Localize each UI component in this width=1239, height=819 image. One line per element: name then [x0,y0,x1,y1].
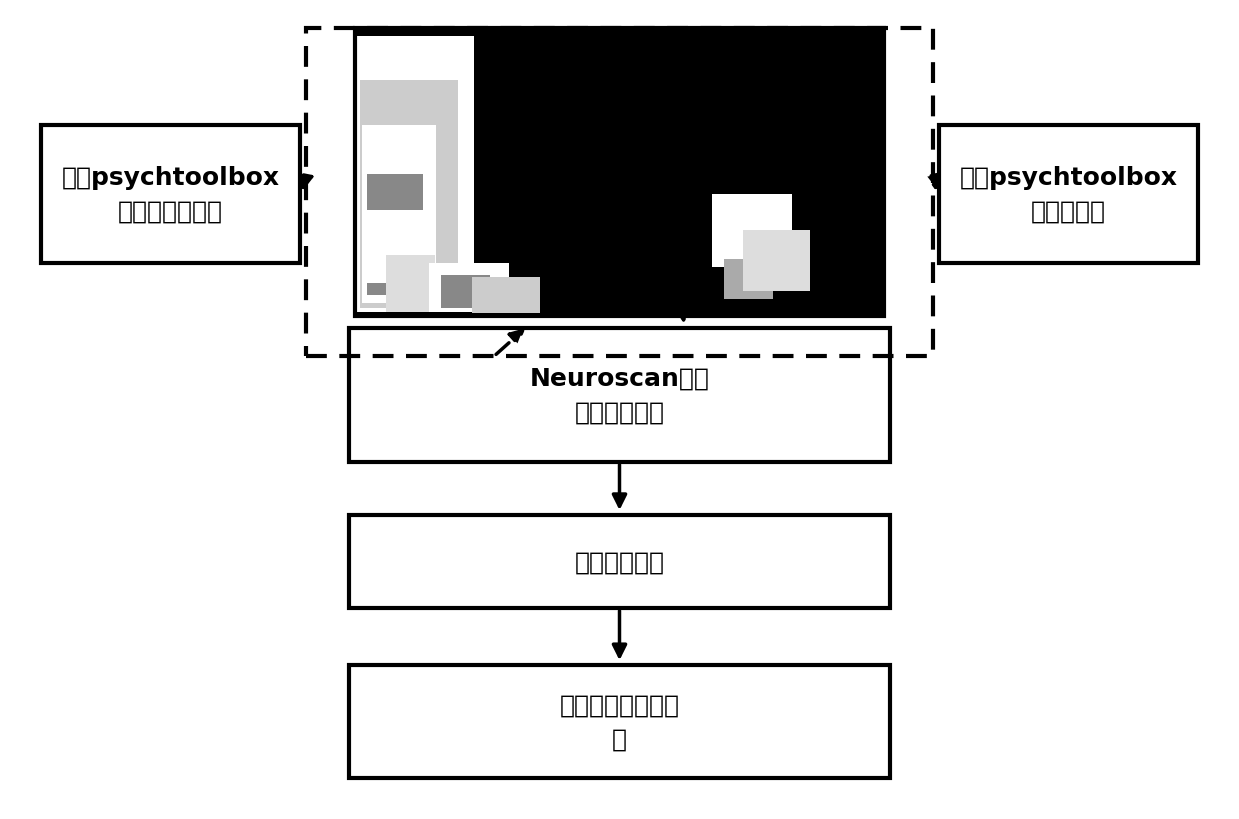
Bar [354,29,885,316]
Bar [364,210,432,284]
Bar [354,29,885,316]
Bar [367,174,422,296]
Bar [939,126,1198,264]
Bar [472,278,539,314]
Bar [359,81,458,308]
Bar [41,126,300,264]
Bar [357,37,475,312]
Bar [348,515,891,609]
Text: 基于psychtoolbox
的视觉刺激界面: 基于psychtoolbox 的视觉刺激界面 [61,166,279,224]
Bar [385,256,435,312]
Text: 特征提取与数据分
析: 特征提取与数据分 析 [560,693,679,750]
Bar [348,665,891,778]
Text: Neuroscan脑电
数据采集系统: Neuroscan脑电 数据采集系统 [529,367,710,424]
Bar [711,195,792,268]
Text: 脑电数据处理: 脑电数据处理 [575,550,664,573]
Bar [362,126,436,304]
Bar [348,328,891,462]
Bar [429,264,509,312]
Bar [724,260,773,300]
Bar [441,276,491,308]
Text: 基于psychtoolbox
的听觉刺激: 基于psychtoolbox 的听觉刺激 [960,166,1178,224]
Bar [742,231,810,292]
Bar [306,29,933,357]
